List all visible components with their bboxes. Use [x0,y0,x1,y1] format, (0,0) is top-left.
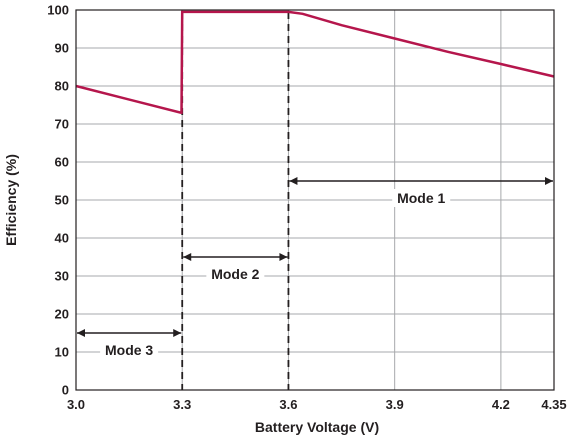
y-tick-label: 90 [55,41,69,56]
mode-label-backdrop [100,341,159,359]
y-tick-labels: 0 10 20 30 40 50 60 70 80 90 100 [47,3,69,398]
mode-label-backdrop [206,265,265,283]
mode-label: Mode 3 [105,342,153,358]
y-tick-label: 0 [62,383,69,398]
x-tick-label: 3.9 [386,397,404,412]
x-tick-label: 4.2 [492,397,510,412]
mode-annotations: Mode 1 Mode 2 Mode 3 [77,12,553,390]
plot-frame [75,9,555,391]
mode-label: Mode 2 [211,266,259,282]
y-tick-label: 100 [47,3,69,18]
series-layer [75,10,555,114]
y-tick-label: 60 [55,155,69,170]
mode-label-backdrop [392,189,451,207]
x-tick-label: 3.6 [279,397,297,412]
y-tick-label: 70 [55,117,69,132]
y-axis-title: Efficiency (%) [3,154,19,246]
y-tick-label: 80 [55,79,69,94]
y-tick-label: 10 [55,345,69,360]
y-tick-label: 20 [55,307,69,322]
x-tick-labels: 3.0 3.3 3.6 3.9 4.2 4.35 [67,397,567,412]
x-axis-title: Battery Voltage (V) [255,419,379,435]
mode-label: Mode 1 [397,190,445,206]
y-tick-label: 50 [55,193,69,208]
efficiency-series-line [75,10,555,114]
x-tick-label: 3.0 [67,397,85,412]
x-tick-label: 3.3 [173,397,191,412]
y-tick-label: 30 [55,269,69,284]
y-tick-label: 40 [55,231,69,246]
x-tick-label: 4.35 [541,397,566,412]
